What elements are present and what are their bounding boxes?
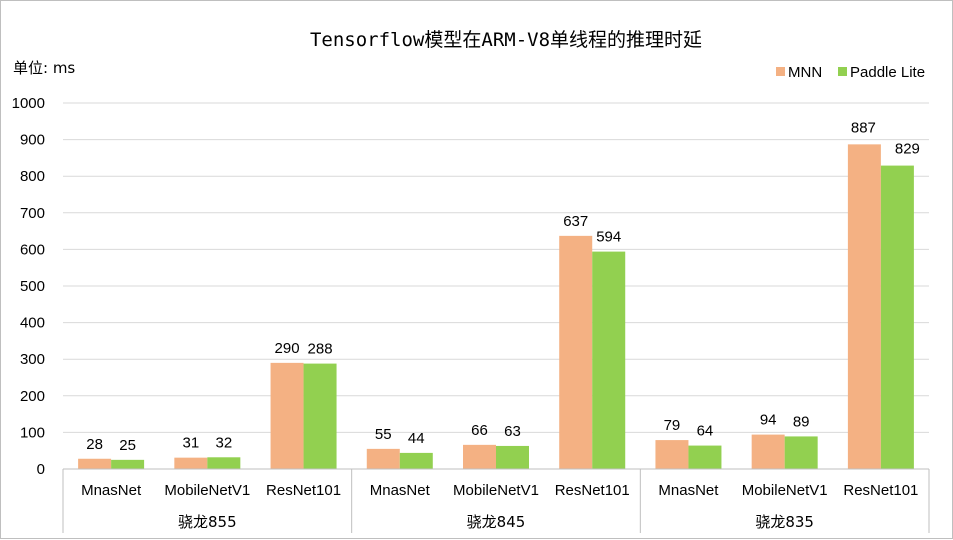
data-label: 637	[563, 213, 588, 230]
bar	[784, 436, 818, 469]
group-label: 骁龙855	[178, 513, 237, 531]
data-label: 887	[851, 119, 876, 136]
category-label: MobileNetV1	[742, 482, 828, 499]
y-tick-label: 500	[20, 278, 45, 295]
category-label: MnasNet	[81, 482, 142, 499]
y-tick-label: 100	[20, 424, 45, 441]
y-tick-label: 400	[20, 315, 45, 332]
bar	[174, 457, 208, 469]
data-label: 829	[895, 141, 920, 158]
category-label: MnasNet	[658, 482, 719, 499]
data-label: 290	[275, 340, 300, 357]
bar	[463, 444, 496, 469]
bar	[559, 235, 593, 469]
bar	[751, 434, 785, 469]
legend-label: Paddle Lite	[850, 64, 925, 81]
bar	[592, 251, 626, 469]
bar	[207, 457, 241, 469]
y-tick-label: 600	[20, 241, 45, 258]
y-tick-label: 800	[20, 168, 45, 185]
category-label: ResNet101	[843, 482, 918, 499]
data-label: 79	[664, 417, 681, 434]
category-label: ResNet101	[555, 482, 630, 499]
unit-label: 单位: ms	[13, 59, 75, 77]
y-tick-label: 1000	[12, 95, 45, 112]
data-label: 89	[793, 413, 810, 430]
data-label: 31	[182, 435, 199, 452]
group-label: 骁龙835	[755, 513, 814, 531]
y-tick-label: 700	[20, 205, 45, 222]
chart-title: Tensorflow模型在ARM-V8单线程的推理时延	[310, 29, 702, 51]
category-label: MobileNetV1	[453, 482, 539, 499]
group-label: 骁龙845	[467, 513, 526, 531]
legend-swatch	[838, 67, 847, 76]
category-label: MobileNetV1	[164, 482, 250, 499]
data-label: 66	[471, 422, 488, 439]
bar	[847, 144, 881, 469]
bar	[655, 440, 689, 469]
category-label: MnasNet	[370, 482, 431, 499]
data-label: 288	[308, 341, 333, 358]
bar	[399, 452, 433, 469]
data-label: 594	[596, 229, 621, 246]
data-label: 44	[408, 430, 425, 447]
y-tick-label: 200	[20, 388, 45, 405]
bar	[270, 362, 304, 469]
data-label: 55	[375, 426, 392, 443]
legend-label: MNN	[788, 64, 822, 81]
legend-swatch	[776, 67, 785, 76]
bar	[111, 459, 145, 469]
category-label: ResNet101	[266, 482, 341, 499]
bar	[78, 458, 112, 469]
data-label: 64	[697, 423, 714, 440]
bar	[366, 448, 400, 469]
y-tick-label: 900	[20, 132, 45, 149]
y-tick-label: 300	[20, 351, 45, 368]
data-label: 25	[119, 437, 136, 454]
bar	[688, 445, 722, 469]
bar	[880, 165, 914, 469]
data-label: 28	[86, 436, 103, 453]
bar	[303, 363, 337, 469]
data-label: 94	[760, 412, 777, 429]
bar	[496, 445, 529, 469]
y-tick-label: 0	[37, 461, 45, 478]
data-label: 32	[215, 434, 232, 451]
data-label: 63	[504, 423, 521, 440]
